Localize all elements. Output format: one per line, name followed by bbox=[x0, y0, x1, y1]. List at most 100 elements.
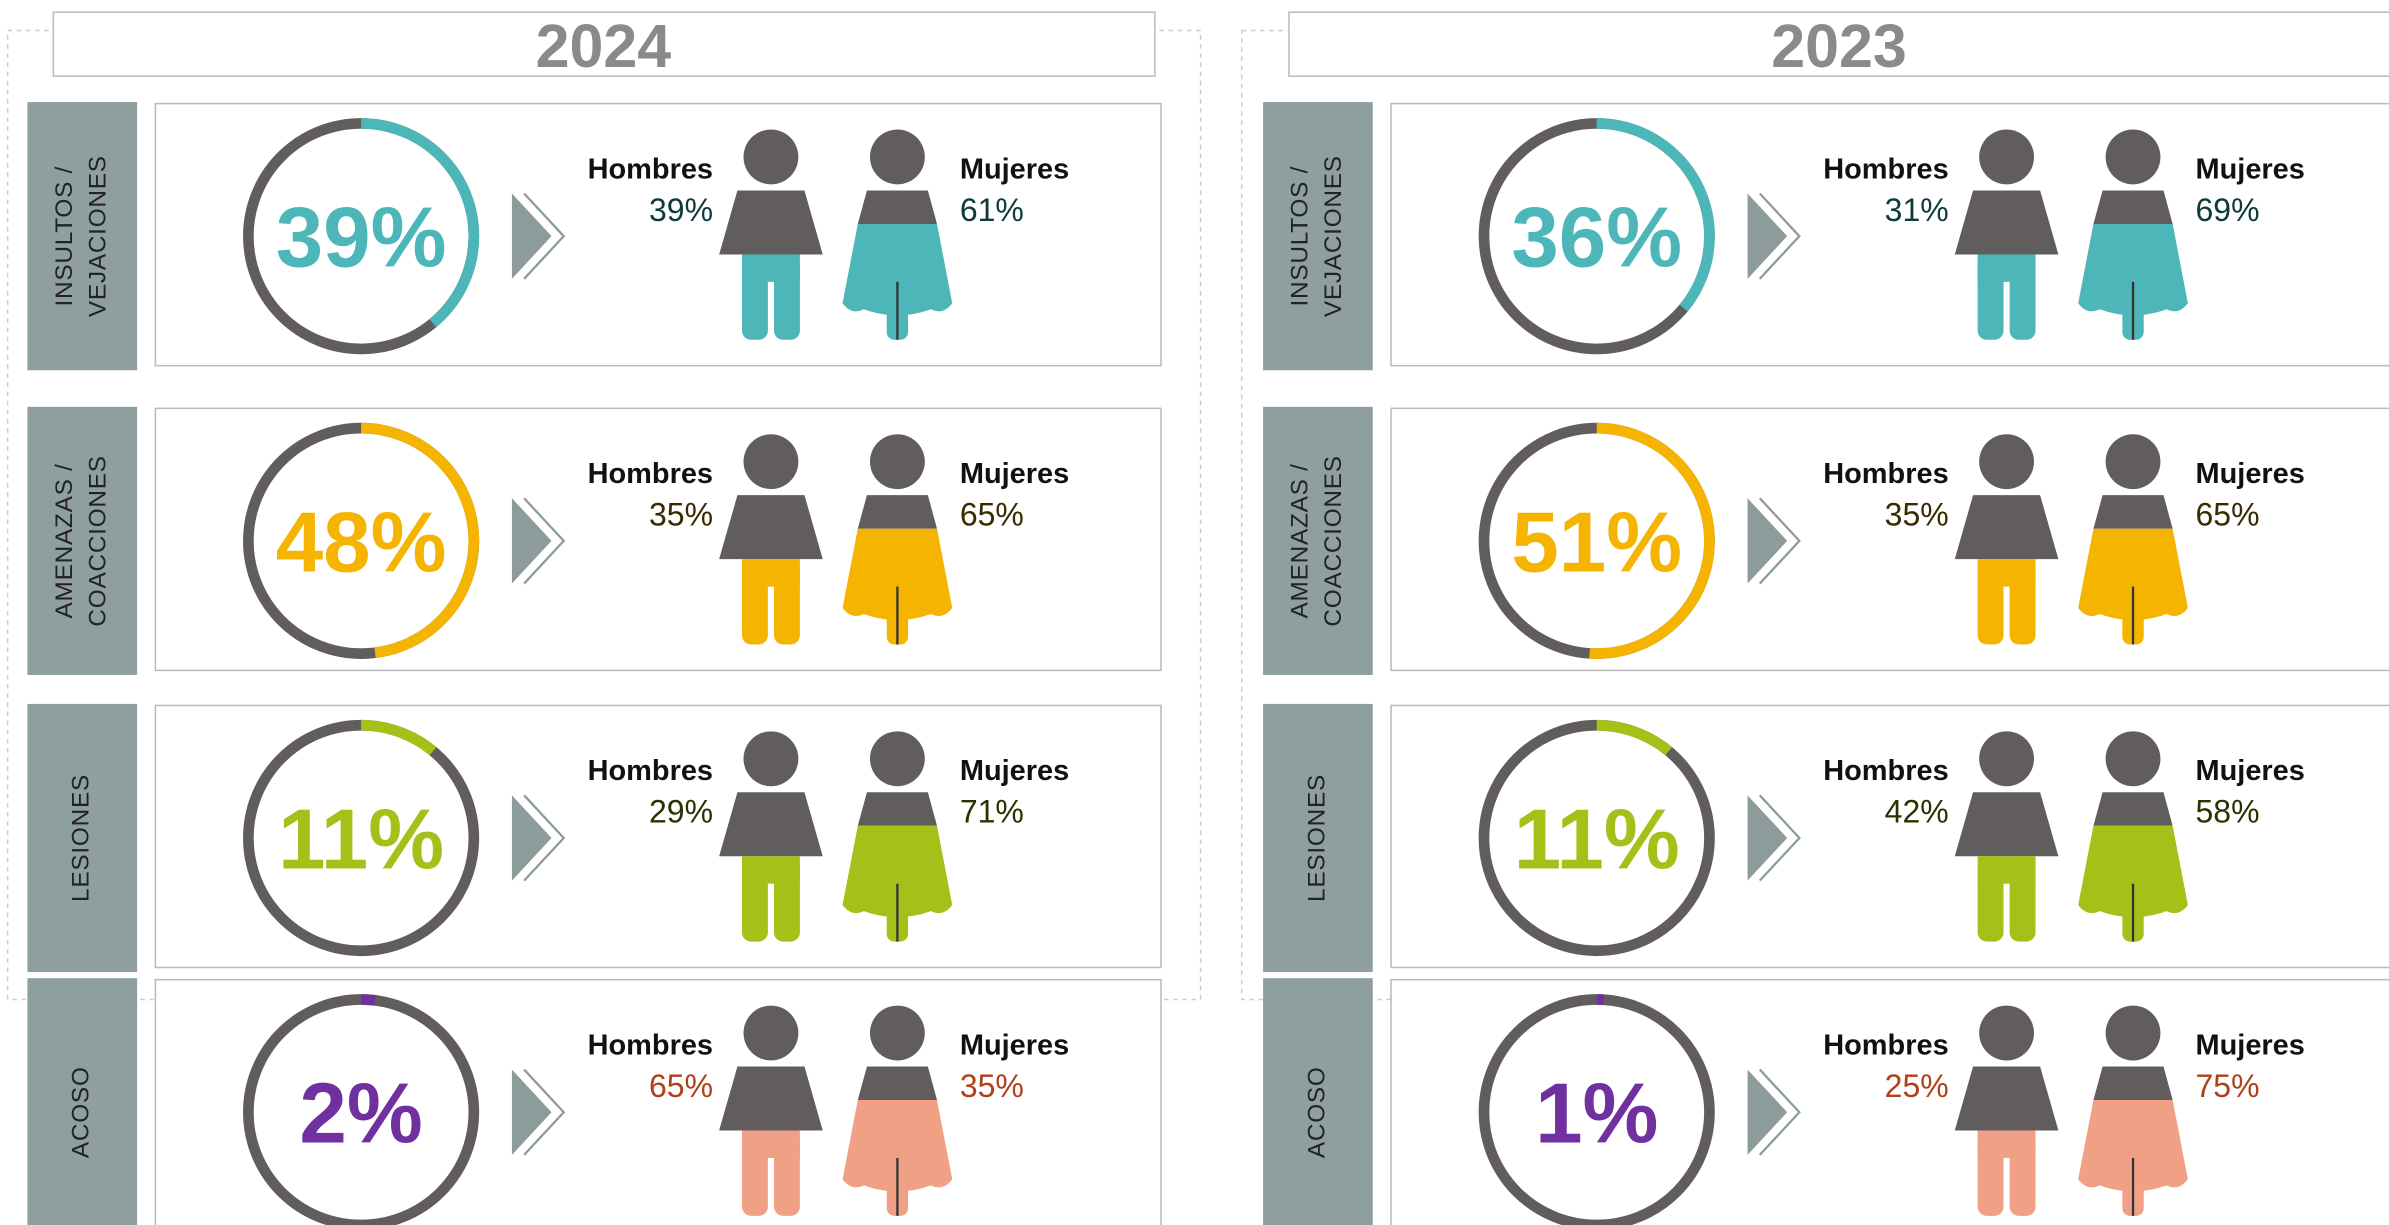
category-label: ACOSO bbox=[68, 1066, 95, 1158]
women-pct: 61% bbox=[960, 192, 1024, 228]
row: AMENAZAS / COACCIONES 51% Hombres 35% Mujeres… bbox=[1263, 406, 2389, 675]
man-head bbox=[743, 129, 799, 185]
man-hips bbox=[1977, 559, 2036, 587]
category-label: ACOSO bbox=[1303, 1066, 1330, 1158]
woman-head bbox=[2105, 129, 2161, 185]
man-head bbox=[1979, 129, 2035, 185]
donut-arc bbox=[1478, 118, 1715, 355]
woman-top bbox=[2093, 792, 2173, 826]
man-body bbox=[1954, 190, 2059, 255]
arrow-outline bbox=[1758, 192, 1801, 280]
man-head bbox=[1979, 731, 2035, 787]
woman-head bbox=[869, 731, 925, 787]
man-hips bbox=[741, 254, 800, 282]
total-label: 51% bbox=[1511, 495, 1682, 590]
arrow bbox=[511, 795, 552, 881]
woman-head bbox=[869, 129, 925, 185]
category-tab bbox=[1263, 978, 1373, 1225]
women-label: Mujeres bbox=[2196, 1029, 2305, 1061]
category-tab bbox=[27, 978, 138, 1225]
arrow bbox=[511, 498, 552, 584]
women-label: Mujeres bbox=[2196, 755, 2305, 787]
man-hips bbox=[1977, 856, 2036, 884]
man-head bbox=[1979, 434, 2035, 490]
woman-dress bbox=[842, 528, 953, 621]
woman-top bbox=[857, 190, 938, 224]
arrow bbox=[1747, 1069, 1788, 1155]
category-label: LESIONES bbox=[1303, 774, 1330, 902]
arrow-outline bbox=[523, 192, 566, 280]
donut-arc bbox=[243, 994, 480, 1225]
man-body bbox=[1954, 792, 2059, 857]
arrow bbox=[511, 193, 552, 279]
women-pct: 75% bbox=[2196, 1068, 2260, 1104]
woman-head bbox=[869, 1005, 925, 1061]
row: INSULTOS / VEJACIONES 39% Hombres 39% Mujeres… bbox=[27, 102, 1162, 371]
men-label: Hombres bbox=[588, 1029, 713, 1061]
man-body bbox=[719, 190, 823, 255]
total-label: 2% bbox=[299, 1067, 422, 1162]
donut-arc bbox=[1478, 994, 1715, 1225]
arrow-outline bbox=[523, 497, 566, 585]
man-hips bbox=[1977, 254, 2036, 282]
men-pct: 31% bbox=[1885, 192, 1949, 228]
women-label: Mujeres bbox=[960, 755, 1069, 787]
woman-dress bbox=[842, 223, 953, 316]
category-tab bbox=[27, 406, 138, 675]
row-box bbox=[1390, 704, 2389, 969]
woman-head bbox=[869, 434, 925, 490]
women-pct: 69% bbox=[2196, 192, 2260, 228]
man-body bbox=[719, 1066, 823, 1131]
category-tab bbox=[1263, 703, 1373, 973]
year-header bbox=[52, 11, 1156, 77]
arrow-outline bbox=[523, 794, 566, 882]
donut-arc bbox=[1478, 422, 1715, 659]
category-label: COACCIONES bbox=[1320, 455, 1347, 626]
woman-top bbox=[857, 495, 938, 529]
category-label: COACCIONES bbox=[84, 455, 111, 626]
row: LESIONES 11% Hombres 42% Mujeres 58% bbox=[1263, 703, 2389, 973]
men-pct: 35% bbox=[649, 497, 713, 533]
category-tab bbox=[27, 102, 138, 371]
total-label: 1% bbox=[1535, 1067, 1658, 1162]
men-label: Hombres bbox=[1823, 153, 1948, 185]
year: 2024 bbox=[536, 12, 672, 80]
donut-arc bbox=[1478, 719, 1715, 957]
row: ACOSO 2% Hombres 65% Mujeres 35% bbox=[27, 978, 1162, 1225]
category-label: AMENAZAS / bbox=[51, 463, 78, 618]
row: INSULTOS / VEJACIONES 36% Hombres 31% Mujeres… bbox=[1263, 102, 2389, 371]
category-label: AMENAZAS / bbox=[1287, 463, 1314, 618]
arrow-outline bbox=[1758, 497, 1801, 585]
category-label: VEJACIONES bbox=[84, 155, 111, 317]
arrow bbox=[511, 1069, 552, 1155]
man-head bbox=[743, 434, 799, 490]
woman-head bbox=[2105, 434, 2161, 490]
man-hips bbox=[1977, 1130, 2036, 1158]
man-hips bbox=[741, 1130, 800, 1158]
woman-dress bbox=[2078, 1100, 2188, 1192]
man-body bbox=[1954, 495, 2059, 560]
donut-arc bbox=[243, 719, 480, 957]
arrow-outline bbox=[1758, 794, 1801, 882]
women-label: Mujeres bbox=[960, 1029, 1069, 1061]
row: AMENAZAS / COACCIONES 48% Hombres 35% Mujeres… bbox=[27, 406, 1162, 675]
arrow-outline bbox=[1758, 1068, 1801, 1156]
woman-top bbox=[2093, 1066, 2173, 1101]
arrow-outline bbox=[523, 1068, 566, 1156]
men-pct: 25% bbox=[1885, 1068, 1949, 1104]
men-label: Hombres bbox=[1823, 755, 1948, 787]
year: 2023 bbox=[1771, 12, 1907, 80]
man-hips bbox=[741, 856, 800, 884]
total-label: 39% bbox=[276, 191, 447, 286]
men-pct: 29% bbox=[649, 794, 713, 830]
woman-dress bbox=[2078, 223, 2188, 316]
woman-dress bbox=[2078, 528, 2188, 621]
women-label: Mujeres bbox=[960, 153, 1069, 185]
women-label: Mujeres bbox=[2196, 153, 2305, 185]
women-pct: 35% bbox=[960, 1068, 1024, 1104]
woman-dress bbox=[842, 1100, 953, 1192]
category-tab bbox=[1263, 102, 1373, 371]
total-label: 11% bbox=[278, 792, 444, 887]
men-label: Hombres bbox=[1823, 458, 1948, 490]
